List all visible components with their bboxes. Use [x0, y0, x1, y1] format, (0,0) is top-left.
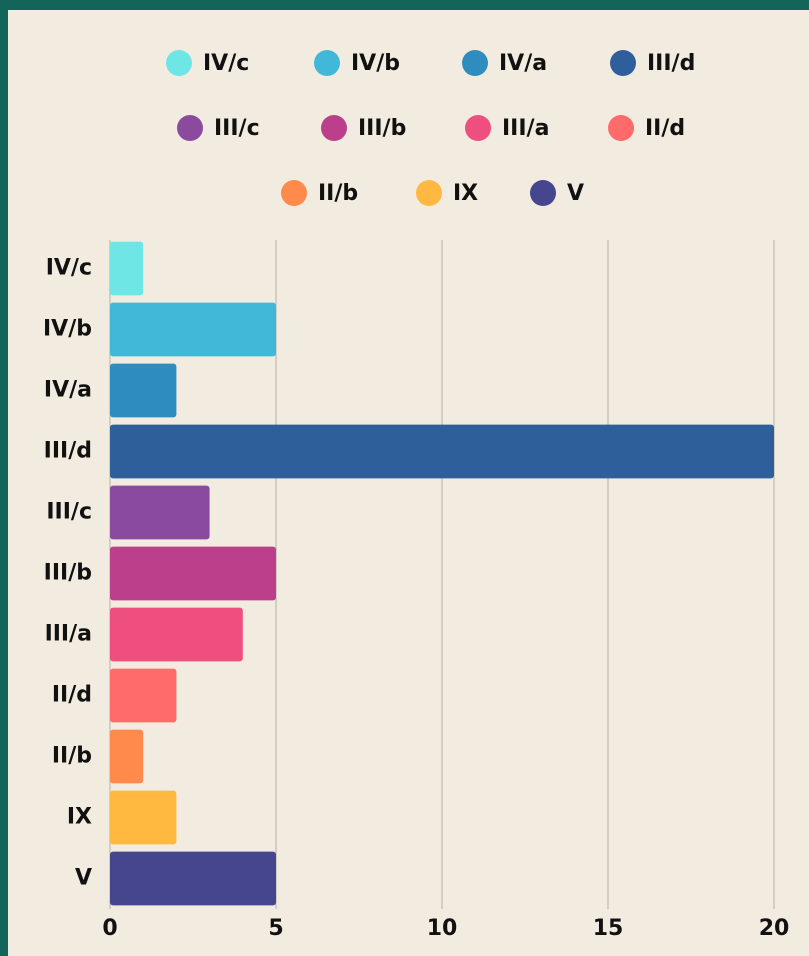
bar	[110, 241, 144, 296]
y-tick-label: III/a	[45, 622, 92, 647]
legend-swatch	[177, 115, 203, 141]
y-tick-label: III/c	[46, 500, 92, 525]
x-tick-label: 10	[427, 916, 458, 941]
y-tick-label: IV/b	[43, 317, 92, 342]
legend-swatch	[314, 50, 340, 76]
bar	[110, 546, 276, 601]
legend-swatch	[608, 115, 634, 141]
y-tick-label: V	[75, 866, 92, 891]
bar	[110, 729, 144, 784]
legend-swatch	[281, 180, 307, 206]
bar	[110, 424, 774, 479]
x-tick-label: 20	[759, 916, 790, 941]
legend-label: IX	[453, 181, 478, 206]
legend-swatch	[530, 180, 556, 206]
legend-label: III/d	[647, 51, 695, 76]
x-tick-label: 0	[102, 916, 117, 941]
legend-swatch	[416, 180, 442, 206]
bar	[110, 302, 276, 357]
bar	[110, 363, 177, 418]
bar	[110, 851, 276, 906]
bar	[110, 607, 243, 662]
y-tick-label: II/d	[52, 683, 92, 708]
legend-swatch	[166, 50, 192, 76]
legend-swatch	[462, 50, 488, 76]
legend-label: III/a	[502, 116, 549, 141]
legend-label: IV/a	[499, 51, 547, 76]
legend-label: II/d	[645, 116, 685, 141]
y-tick-label: II/b	[52, 744, 92, 769]
legend-label: IV/c	[203, 51, 249, 76]
legend-label: V	[567, 181, 584, 206]
legend-swatch	[321, 115, 347, 141]
y-tick-label: III/b	[44, 561, 92, 586]
legend-swatch	[610, 50, 636, 76]
y-tick-label: IV/c	[46, 256, 92, 281]
bar	[110, 790, 177, 845]
legend-label: IV/b	[351, 51, 400, 76]
x-tick-label: 15	[593, 916, 624, 941]
legend-label: III/b	[358, 116, 406, 141]
legend-label: II/b	[318, 181, 358, 206]
bar	[110, 485, 210, 540]
y-tick-label: IX	[67, 805, 92, 830]
y-tick-label: III/d	[44, 439, 92, 464]
x-tick-label: 5	[268, 916, 283, 941]
bar	[110, 668, 177, 723]
legend-swatch	[465, 115, 491, 141]
legend-label: III/c	[214, 116, 260, 141]
y-tick-label: IV/a	[44, 378, 92, 403]
